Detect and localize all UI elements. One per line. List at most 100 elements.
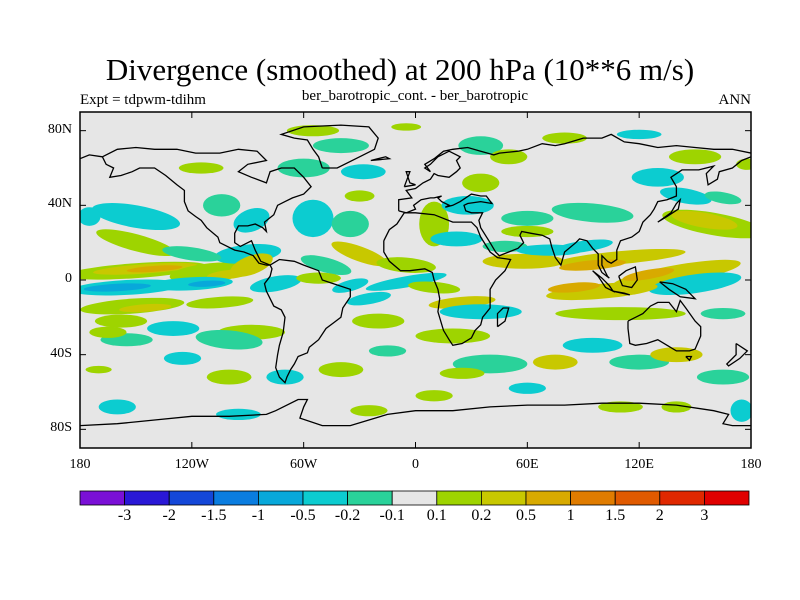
divergence-contour [668,149,722,165]
divergence-contour [332,278,369,293]
divergence-contour [83,283,151,292]
y-tick-label: 0 [65,271,72,286]
divergence-contour [462,173,500,193]
colorbar-label: 1.5 [605,507,626,524]
divergence-contour [277,158,330,178]
divergence-contour [415,390,453,402]
colorbar-label: 0.1 [426,507,447,524]
divergence-contour [631,168,684,187]
divergence-contour [312,138,369,154]
colorbar-swatch [659,490,705,506]
season-label: ANN [718,92,752,108]
divergence-contour [408,281,461,294]
coastline [398,156,751,279]
divergence-contour [206,369,252,385]
colorbar-swatch [124,490,170,506]
divergence-contour [542,132,587,144]
coastline [80,398,751,427]
divergence-contour [178,162,224,174]
divergence-contour [89,326,127,338]
x-tick-label: 0 [412,457,419,472]
x-tick-label: 60E [516,457,539,472]
colorbar-label: 0.5 [516,507,536,524]
divergence-contour [622,267,675,281]
divergence-contour [292,199,334,238]
colorbar-swatch [79,490,125,506]
divergence-contour [216,408,261,420]
colorbar-swatch [168,490,215,506]
divergence-contour [532,354,578,370]
colorbar-swatch [347,490,393,506]
coastline [383,212,512,347]
colorbar-swatch [302,490,348,506]
coastline [612,290,631,296]
divergence-contour [660,187,712,205]
divergence-contour [551,202,634,223]
divergence-contour [700,308,746,320]
coastline [496,307,510,328]
coastline [725,342,749,367]
divergence-contour [331,241,388,267]
coastline [618,265,638,289]
divergence-contour [648,272,742,296]
coastline [403,171,416,188]
divergence-contour [91,203,181,231]
x-tick-label: 120W [174,457,209,472]
divergence-contour [598,401,643,413]
divergence-contour [188,280,226,287]
x-tick-label: 180 [69,457,91,472]
divergence-contour [458,136,504,155]
divergence-contour [482,253,565,269]
divergence-contour [98,399,136,415]
x-tick-label: 180 [740,457,762,472]
divergence-contour [346,291,391,306]
coastline [398,133,751,211]
divergence-contour [296,272,341,284]
divergence-contour [415,328,491,344]
divergence-contour [186,296,254,309]
y-tick-label: 40N [47,196,72,212]
coastline [657,197,682,223]
coastline [370,156,392,162]
divergence-contour [430,231,483,247]
colorbar-label: -3 [117,507,132,524]
colorbar-label: -0.2 [334,507,361,524]
x-tick-label: 120E [624,457,654,472]
colorbar-label: -0.1 [379,507,405,524]
divergence-contour [344,190,375,202]
coastlines [80,124,751,427]
divergence-contour [368,345,407,357]
divergence-contour [162,246,222,262]
divergence-contour [439,304,522,320]
divergence-contour [318,362,364,378]
colorbar-label: 0.2 [471,507,492,524]
divergence-contour [671,210,738,230]
coastline [80,154,103,160]
divergence-contour [612,259,741,289]
y-tick-label: 40S [50,345,72,361]
divergence-contour [704,191,742,205]
y-tick-label: 80N [47,121,72,137]
coastline [263,258,351,384]
divergence-contour [147,321,200,336]
colorbar-label: 1 [566,507,575,524]
divergence-contour [163,351,202,365]
coastline [685,355,693,362]
divergence-contour [696,369,750,385]
x-tick-label: 60W [290,457,318,472]
divergence-contour [555,307,686,321]
divergence-contour [80,207,101,226]
coastline [101,146,312,266]
divergence-contour [547,282,600,293]
divergence-contour [249,275,302,293]
colorbar-label: -1 [251,507,266,524]
divergence-contour [553,239,613,254]
divergence-contour [501,225,554,238]
divergence-contour [331,210,369,238]
chart-subtitle: ber_barotropic_cont. - ber_barotropic [301,88,529,104]
divergence-contour [508,382,546,394]
divergence-contour [203,194,241,217]
divergence-contour [266,369,304,385]
divergence-contour [94,314,148,328]
